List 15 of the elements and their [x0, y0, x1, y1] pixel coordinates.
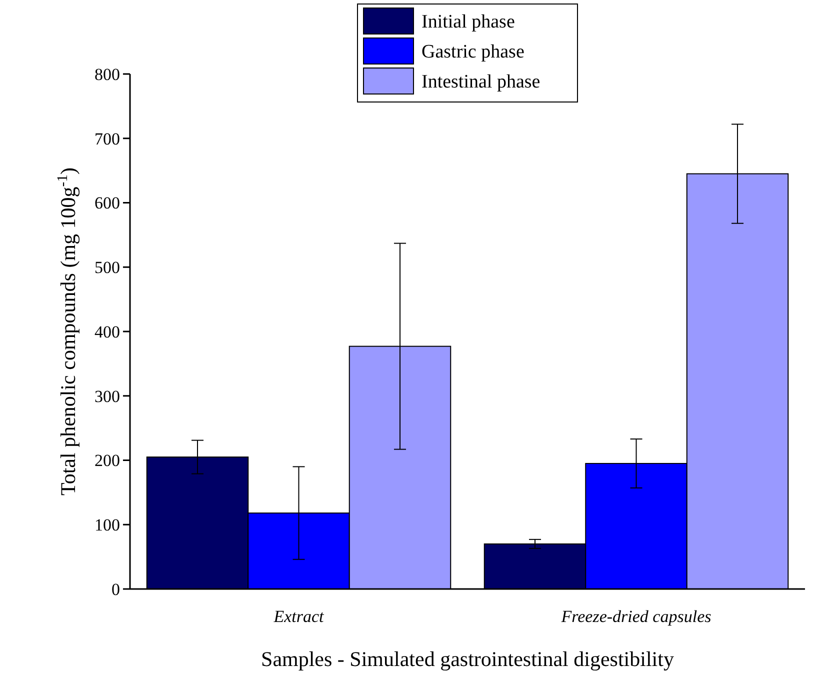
y-tick-label: 0	[112, 580, 120, 599]
legend-label: Initial phase	[422, 12, 515, 33]
y-tick-label: 800	[94, 64, 120, 84]
x-tick-label: Extract	[272, 607, 326, 626]
y-tick-label: 500	[94, 258, 120, 278]
y-tick-label: 300	[94, 386, 120, 406]
legend-label: Intestinal phase	[422, 72, 540, 93]
y-tick-label: 100	[94, 516, 120, 535]
y-tick-label: 700	[94, 129, 120, 148]
y-tick-label: 600	[94, 194, 120, 213]
y-tick-label: 400	[94, 322, 120, 342]
x-axis-title: Samples - Simulated gastrointestinal digestibility	[261, 647, 674, 671]
y-tick-label: 200	[94, 451, 120, 470]
legend-label: Gastric phase	[422, 42, 524, 63]
x-tick-label: Freeze-dried capsules	[560, 607, 712, 626]
